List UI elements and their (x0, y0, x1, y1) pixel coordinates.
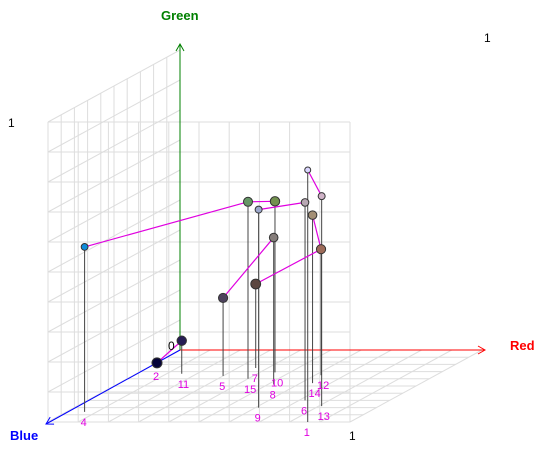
data-point (243, 196, 253, 207)
point-label: 13 (318, 411, 330, 423)
drop-lines (84, 170, 323, 422)
connector-line (222, 237, 275, 299)
data-point (80, 243, 89, 251)
data-point (250, 278, 262, 290)
data-point (307, 210, 318, 220)
data-point (300, 198, 310, 207)
x-axis-line-arrowhead (477, 345, 487, 355)
point-label: 15 (244, 384, 256, 396)
point-label: 12 (317, 380, 329, 392)
data-point (317, 192, 326, 201)
data-point (176, 335, 187, 346)
origin-tick-label: 0 (168, 339, 175, 353)
connector-line (255, 248, 322, 285)
z-axis-label: Blue (10, 428, 38, 443)
x-axis-label: Red (510, 338, 535, 353)
y-axis-label: Green (161, 8, 199, 23)
grid-line (259, 349, 392, 423)
connector-line (307, 169, 323, 197)
point-label: 4 (81, 417, 87, 429)
point-label: 6 (301, 405, 307, 417)
connector-line (156, 340, 183, 364)
grid-line (319, 349, 453, 423)
grid-line (349, 349, 483, 423)
axes (45, 42, 487, 425)
data-points (80, 166, 327, 369)
data-point (217, 292, 229, 304)
connector-line (258, 201, 306, 211)
data-point (254, 205, 263, 214)
point-label: 7 (252, 373, 258, 385)
connector-lines (84, 169, 323, 364)
connector-line (311, 214, 322, 250)
data-point (315, 244, 327, 255)
point-label: 10 (271, 377, 283, 389)
point-label: 14 (309, 388, 321, 400)
x-tick-label: 1 (349, 429, 356, 443)
point-label: 2 (153, 371, 159, 383)
data-point (269, 196, 281, 207)
grid-line (228, 349, 362, 423)
data-point (268, 232, 279, 243)
point-label: 9 (255, 413, 261, 425)
data-point (304, 166, 312, 174)
point-label: 11 (178, 379, 189, 391)
connector-line (84, 201, 249, 248)
grid-line (47, 49, 181, 123)
point-label: 1 (304, 427, 310, 439)
point-label: 5 (219, 381, 225, 393)
grid-line (289, 349, 422, 423)
z-tick-label: 1 (484, 31, 491, 45)
y-tick-label: 1 (8, 116, 15, 130)
data-point (151, 357, 163, 369)
grid-line (47, 79, 181, 153)
grid (47, 49, 483, 423)
y-axis-line-arrowhead (175, 42, 185, 52)
point-label: 8 (270, 390, 276, 402)
z-axis-line-arrowhead (45, 416, 55, 425)
